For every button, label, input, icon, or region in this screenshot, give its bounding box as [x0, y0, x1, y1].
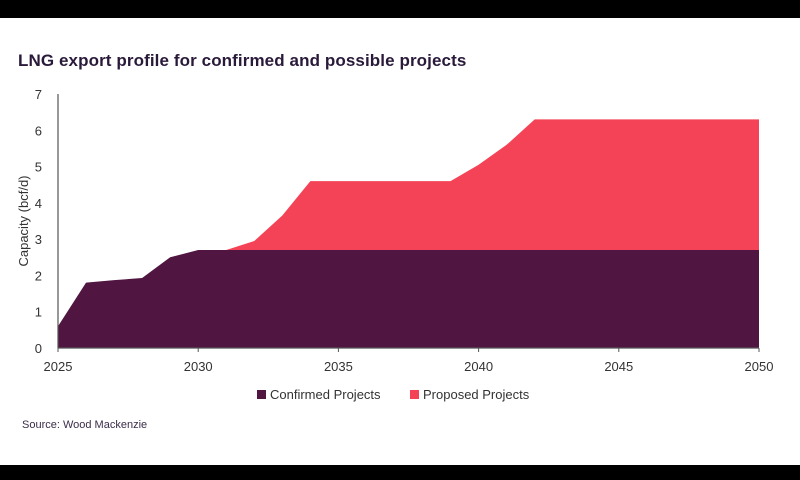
x-tick-label: 2050 [745, 359, 774, 374]
source-note: Source: Wood Mackenzie [22, 419, 148, 431]
legend-label: Proposed Projects [423, 387, 530, 402]
legend-label: Confirmed Projects [270, 387, 381, 402]
y-tick-label: 7 [35, 87, 42, 102]
legend-swatch [257, 390, 266, 399]
chart-canvas: LNG export profile for confirmed and pos… [0, 18, 800, 465]
y-tick-label: 3 [35, 232, 42, 247]
y-tick-label: 1 [35, 305, 42, 320]
chart-title: LNG export profile for confirmed and pos… [18, 51, 467, 70]
legend-swatch [410, 390, 419, 399]
area-confirmed-projects [58, 250, 759, 348]
x-tick-label: 2035 [324, 359, 353, 374]
y-tick-label: 4 [35, 196, 42, 211]
y-tick-label: 6 [35, 123, 42, 138]
y-tick-label: 5 [35, 160, 42, 175]
x-tick-label: 2040 [464, 359, 493, 374]
x-tick-label: 2030 [184, 359, 213, 374]
area-proposed-projects [58, 119, 759, 327]
y-axis-label: Capacity (bcf/d) [16, 175, 31, 266]
y-tick-label: 2 [35, 268, 42, 283]
chart-svg: 0 1 2 3 4 5 6 7 2025 2030 2035 2040 2045 2050 Capacity… [16, 87, 774, 402]
y-tick-label: 0 [35, 341, 42, 356]
x-tick-label: 2025 [44, 359, 73, 374]
x-tick-label: 2045 [604, 359, 633, 374]
